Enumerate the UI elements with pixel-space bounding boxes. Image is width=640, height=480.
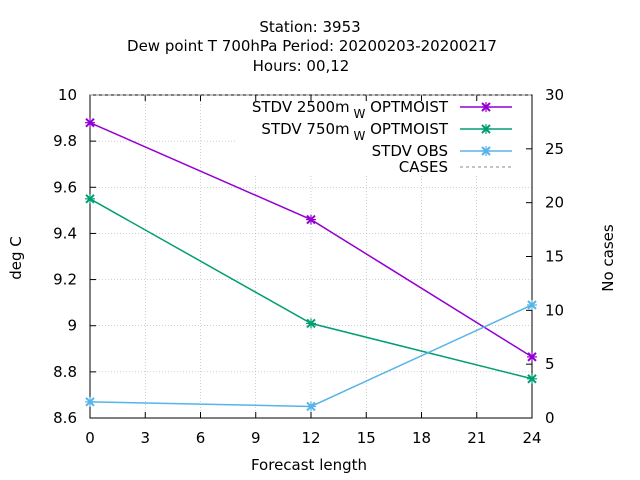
data-point-0-1 (306, 214, 316, 225)
x-tick-label: 18 (412, 429, 431, 447)
data-point-2-1 (306, 401, 316, 412)
y-tick-label: 9.6 (53, 178, 77, 196)
x-tick-label: 3 (140, 429, 150, 447)
legend-entry-1: STDV 750m W OPTMOIST (261, 120, 512, 143)
y2-tick-label: 30 (545, 86, 564, 104)
series-layer (85, 94, 537, 412)
chart-title: Station: 3953 Dew point T 700hPa Period:… (127, 18, 497, 75)
y-tick-label: 9.2 (53, 271, 77, 289)
legend-marker (481, 124, 491, 134)
legend-label: STDV OBS (372, 142, 448, 160)
x-tick-label: 12 (301, 429, 320, 447)
x-axis-label: Forecast length (251, 456, 367, 474)
y2-tick-label: 15 (545, 248, 564, 266)
legend-marker (481, 146, 491, 156)
x-tick-label: 0 (85, 429, 95, 447)
y-tick-label: 9.8 (53, 132, 77, 150)
y2-tick-label: 0 (545, 409, 555, 427)
y-tick-label: 9 (67, 317, 77, 335)
data-point-0-2 (527, 351, 537, 362)
data-point-2-2 (527, 299, 537, 310)
y-tick-label: 9.4 (53, 224, 77, 242)
legend-entry-2: STDV OBS (372, 142, 512, 160)
y2-tick-label: 20 (545, 194, 564, 212)
data-point-1-2 (527, 373, 537, 384)
legend-background (236, 97, 530, 175)
y2-axis-label: No cases (599, 224, 617, 292)
series-line-1 (89, 198, 533, 380)
data-point-2-0 (85, 396, 95, 407)
axis-ticks: 0 3 6 9 12 15 18 21 24 8.6 8.8 9 9.2 9.4 9.6 9.8 10 0 5 10 1… (53, 86, 564, 447)
legend-label: STDV 750m W OPTMOIST (261, 120, 448, 143)
y-tick-label: 8.8 (53, 363, 77, 381)
data-point-1-1 (306, 318, 316, 329)
title-line-3: Hours: 00,12 (253, 57, 350, 75)
legend-label: CASES (399, 158, 448, 176)
legend-marker (481, 102, 491, 112)
x-tick-label: 15 (357, 429, 376, 447)
title-line-1: Station: 3953 (259, 18, 360, 36)
y-axis-label: deg C (7, 236, 25, 280)
y2-tick-label: 5 (545, 355, 555, 373)
legend-entry-0: STDV 2500m W OPTMOIST (252, 98, 512, 121)
y-tick-label: 8.6 (53, 409, 77, 427)
y2-tick-label: 25 (545, 140, 564, 158)
x-tick-label: 6 (196, 429, 206, 447)
data-point-0-0 (85, 117, 95, 128)
data-point-1-0 (85, 193, 95, 204)
legend-mask-rect (236, 97, 530, 175)
y-tick-label: 10 (58, 86, 77, 104)
x-tick-label: 21 (467, 429, 486, 447)
x-tick-label: 24 (522, 429, 541, 447)
legend-label: STDV 2500m W OPTMOIST (252, 98, 449, 121)
legend-entry-3: CASES (399, 158, 512, 176)
x-tick-label: 9 (251, 429, 261, 447)
y2-tick-label: 10 (545, 301, 564, 319)
title-line-2: Dew point T 700hPa Period: 20200203-2020… (127, 37, 497, 55)
